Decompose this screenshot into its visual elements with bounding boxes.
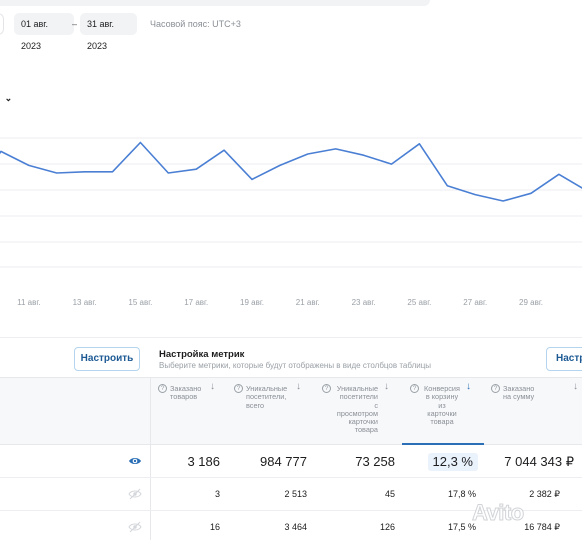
x-tick-label: 19 авг. (240, 298, 264, 307)
table-cell: 3 464 (284, 522, 307, 532)
table-cell: 73 258 (355, 454, 395, 469)
table-cell: 45 (384, 489, 395, 499)
configure-button[interactable]: Настроить (74, 347, 140, 371)
table-cell: 2 382 ₽ (529, 489, 560, 499)
period-toggle-button[interactable] (0, 13, 4, 35)
sort-arrow-icon[interactable]: ↓ (573, 381, 578, 392)
help-icon[interactable]: ? (410, 384, 419, 393)
table-cell: 2 513 (284, 489, 307, 499)
metrics-table: ? Заказано товаров ↓ ? Уникальные посети… (0, 377, 582, 540)
x-tick-label: 27 авг. (463, 298, 487, 307)
date-to-field[interactable]: 31 авг. 2023 (80, 13, 137, 51)
table-cell: 16 784 ₽ (524, 522, 560, 532)
x-tick-label: 13 авг. (73, 298, 97, 307)
column-divider (150, 377, 151, 540)
line-chart: 11 авг. 13 авг. 15 авг. 17 авг. 19 авг. 21 ав… (0, 137, 582, 307)
watermark-text: Avito (472, 500, 525, 526)
help-icon[interactable]: ? (491, 384, 500, 393)
eye-icon[interactable] (128, 455, 142, 467)
x-tick-label: 11 авг. (17, 298, 40, 307)
table-cell: 17,5 % (447, 522, 476, 532)
avito-watermark-logo: Avito (472, 500, 577, 530)
help-icon[interactable]: ? (322, 384, 331, 393)
active-sort-indicator (402, 443, 484, 445)
sort-arrow-icon[interactable]: ↓ (296, 381, 301, 392)
timezone-label: Часовой пояс: UTC+3 (150, 19, 241, 29)
sort-arrow-icon[interactable]: ↓ (384, 381, 389, 392)
table-cell: 3 (214, 489, 220, 499)
help-icon[interactable]: ? (234, 384, 243, 393)
chevron-down-icon: ⌄ (4, 93, 13, 103)
x-tick-label: 21 авг. (296, 298, 320, 307)
sort-arrow-active-icon[interactable]: ↓ (466, 381, 471, 392)
eye-hidden-icon[interactable] (128, 488, 142, 500)
table-row: 3 2 513 45 17,8 % 2 382 ₽ (0, 478, 582, 511)
x-tick-label: 17 авг. (184, 298, 208, 307)
table-cell: 3 186 (187, 454, 220, 469)
date-separator: – (72, 19, 78, 29)
sort-arrow-icon[interactable]: ↓ (210, 381, 215, 392)
table-cell: 126 (379, 522, 395, 532)
metric-selector[interactable]: 1 ⌄ (0, 93, 13, 104)
table-row: 16 3 464 126 17,5 % 16 784 ₽ (0, 511, 582, 540)
x-tick-label: 23 авг. (352, 298, 376, 307)
table-cell: 16 (209, 522, 220, 532)
table-header: ? Заказано товаров ↓ ? Уникальные посети… (0, 377, 582, 445)
configure-subtitle: Выберите метрики, которые будут отображе… (159, 361, 432, 370)
table-cell: 984 777 (260, 454, 307, 469)
top-toolbar-strip (0, 0, 430, 6)
table-cell: 7 044 343 ₽ (504, 454, 574, 469)
eye-hidden-icon[interactable] (128, 521, 142, 533)
x-tick-label: 15 авг. (128, 298, 152, 307)
x-tick-label: 25 авг. (407, 298, 431, 307)
date-from-field[interactable]: 01 авг. 2023 (14, 13, 74, 51)
help-icon[interactable]: ? (158, 384, 167, 393)
configure-button-secondary[interactable]: Настр (546, 347, 582, 371)
table-cell: 17,8 % (447, 489, 476, 499)
table-cell-highlight: 12,3 % (427, 445, 478, 478)
table-row-total: 3 186 984 777 73 258 12,3 % 7 044 343 ₽ (0, 445, 582, 478)
chart-series-line (0, 141, 582, 202)
section-divider (0, 337, 582, 338)
configure-title: Настройка метрик (159, 349, 245, 360)
x-tick-label: 29 авг. (519, 298, 543, 307)
